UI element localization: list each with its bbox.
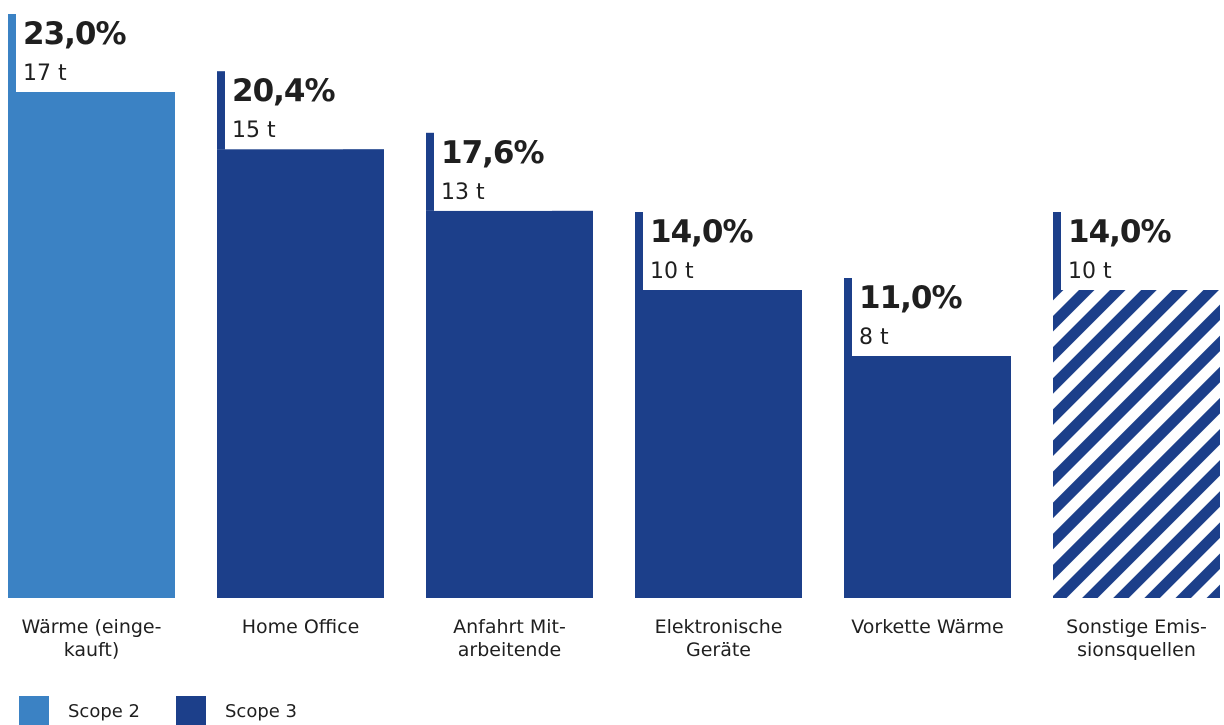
label-backdrop-4 — [852, 278, 970, 356]
bar-2 — [426, 210, 593, 599]
category-label-5-0: Sonstige Emis- — [1066, 616, 1207, 638]
amount-label-0: 17 t — [23, 61, 67, 86]
bar-3 — [635, 290, 802, 598]
category-label-3-0: Elektronische — [655, 616, 783, 638]
bar-accent-4 — [844, 278, 852, 356]
bar-accent-1 — [217, 71, 225, 150]
percent-label-4: 11,0% — [859, 280, 962, 316]
label-backdrop-5 — [1061, 212, 1179, 290]
category-label-3-1: Geräte — [686, 639, 751, 661]
legend-swatch-0 — [19, 696, 49, 725]
category-label-1-0: Home Office — [242, 616, 360, 638]
percent-label-0: 23,0% — [23, 16, 126, 52]
category-label-0-0: Wärme (einge- — [22, 616, 162, 638]
bar-accent-0 — [8, 14, 16, 92]
amount-label-2: 13 t — [441, 180, 485, 205]
category-label-2-1: arbeitende — [458, 639, 561, 661]
bars-layer — [8, 14, 1220, 599]
label-backdrop-2 — [434, 132, 552, 211]
category-label-2-0: Anfahrt Mit- — [453, 616, 566, 638]
amount-label-3: 10 t — [650, 259, 694, 284]
percent-label-3: 14,0% — [650, 214, 753, 250]
percent-label-2: 17,6% — [441, 135, 544, 171]
label-backdrop-0 — [16, 14, 134, 92]
bar-5 — [1053, 290, 1220, 598]
category-label-0-1: kauft) — [64, 639, 120, 661]
legend-swatch-1 — [176, 696, 206, 725]
category-label-5-1: sionsquellen — [1077, 639, 1196, 661]
bar-accent-5 — [1053, 212, 1061, 290]
bar-0 — [8, 92, 175, 598]
percent-label-1: 20,4% — [232, 73, 335, 109]
bar-accent-2 — [426, 132, 434, 211]
legend: Scope 2 Scope 3 — [19, 696, 297, 725]
percent-label-5: 14,0% — [1068, 214, 1171, 250]
label-backdrop-1 — [225, 71, 343, 150]
bar-4 — [844, 356, 1011, 598]
amount-label-5: 10 t — [1068, 259, 1112, 284]
amount-label-4: 8 t — [859, 325, 889, 350]
bar-1 — [217, 149, 384, 598]
bar-accent-3 — [635, 212, 643, 290]
labels-layer: 23,0% 17 t Wärme (einge-kauft) 20,4% 15 t Hom… — [22, 16, 1207, 661]
category-label-4-0: Vorkette Wärme — [851, 616, 1004, 638]
amount-label-1: 15 t — [232, 118, 276, 143]
legend-label-0: Scope 2 — [68, 701, 140, 722]
label-backdrop-3 — [643, 212, 761, 290]
legend-label-1: Scope 3 — [225, 701, 297, 722]
